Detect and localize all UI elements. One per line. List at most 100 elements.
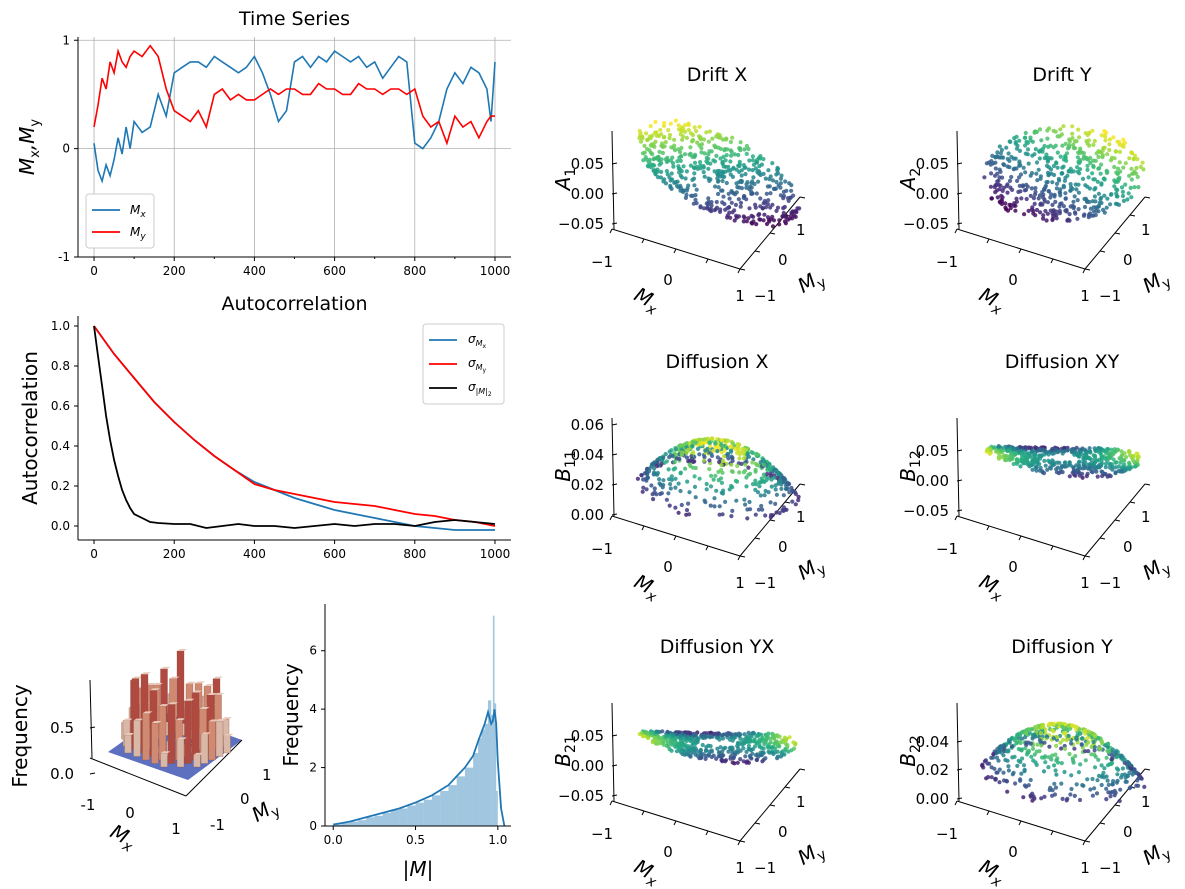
z-axis-label: B21 — [551, 735, 579, 767]
data-point — [1047, 460, 1053, 465]
data-point — [1014, 457, 1020, 462]
data-point — [1029, 460, 1034, 465]
series-line-σ|M|² — [93, 325, 496, 529]
data-point — [709, 149, 714, 154]
data-point — [744, 143, 750, 149]
data-point — [1095, 474, 1100, 479]
data-point — [1071, 760, 1076, 765]
data-point — [1124, 455, 1129, 460]
data-point — [723, 745, 728, 750]
data-point — [996, 456, 1002, 461]
data-point — [1030, 153, 1035, 158]
data-point — [1044, 152, 1049, 157]
data-point — [707, 458, 712, 463]
data-point — [1053, 129, 1058, 134]
data-point — [1119, 185, 1125, 190]
data-point — [1088, 160, 1093, 165]
data-point — [1096, 191, 1101, 196]
hist-bar — [473, 752, 479, 826]
data-point — [781, 210, 786, 216]
x-tick — [609, 800, 613, 806]
data-point — [730, 508, 735, 513]
data-point — [1091, 209, 1096, 214]
data-point — [721, 194, 726, 199]
data-point — [1024, 742, 1029, 748]
data-point — [715, 449, 720, 454]
data-point — [1077, 797, 1083, 803]
data-point — [1121, 198, 1126, 203]
data-point — [1013, 451, 1018, 457]
data-point — [716, 185, 721, 190]
data-point — [1109, 757, 1114, 762]
data-point — [756, 179, 761, 184]
data-point — [732, 218, 737, 223]
data-point — [1021, 763, 1027, 768]
data-point — [1049, 171, 1054, 176]
data-point — [1098, 446, 1103, 451]
data-point — [673, 505, 678, 510]
data-point — [787, 181, 792, 186]
data-point — [730, 190, 735, 195]
data-point — [1058, 154, 1063, 159]
data-point — [680, 137, 685, 142]
data-point — [692, 160, 698, 165]
data-point — [1099, 461, 1104, 466]
hist-bar-top — [132, 676, 142, 679]
x-tick-label: 1 — [735, 859, 745, 877]
data-point — [685, 749, 690, 754]
data-point — [683, 176, 688, 181]
data-point — [770, 178, 776, 183]
z-axis — [89, 679, 93, 759]
data-point — [670, 742, 675, 747]
data-point — [1060, 796, 1065, 802]
data-point — [1058, 740, 1063, 745]
data-point — [762, 493, 767, 498]
data-point — [726, 164, 731, 169]
data-point — [796, 494, 801, 499]
data-point — [718, 207, 723, 212]
data-point — [1052, 792, 1058, 797]
data-point — [732, 208, 737, 213]
data-point — [732, 446, 737, 451]
data-point — [672, 460, 677, 465]
data-point — [668, 121, 673, 126]
data-point — [723, 759, 728, 764]
data-point — [682, 749, 687, 755]
data-point — [736, 197, 741, 202]
data-point — [760, 478, 766, 483]
data-point — [723, 169, 728, 174]
y-axis-label: My — [793, 836, 829, 873]
data-point — [678, 470, 683, 475]
data-point — [652, 486, 657, 491]
y-tick-label: 4 — [309, 702, 317, 716]
data-point — [692, 154, 697, 159]
data-point — [1026, 161, 1031, 166]
data-point — [754, 452, 760, 457]
data-point — [1041, 216, 1046, 221]
data-point — [714, 205, 720, 210]
data-point — [1111, 457, 1116, 462]
hist-bar — [124, 734, 132, 754]
data-point — [734, 190, 739, 195]
data-point — [742, 732, 747, 737]
data-point — [1019, 748, 1024, 753]
data-point — [654, 729, 659, 734]
data-point — [714, 199, 719, 205]
data-point — [1041, 769, 1047, 774]
data-point — [728, 159, 733, 164]
data-point — [772, 741, 777, 746]
z-tick-label: 0.05 — [916, 155, 949, 173]
data-point — [1095, 179, 1100, 184]
data-point — [1026, 748, 1031, 754]
z-tick — [956, 192, 963, 195]
y-tick — [739, 840, 746, 843]
data-point — [1100, 473, 1105, 479]
data-point — [1099, 162, 1104, 167]
data-point — [770, 161, 775, 166]
kde-line — [333, 708, 506, 827]
data-point — [1063, 175, 1068, 180]
z-tick-label: −0.05 — [903, 502, 949, 520]
hist-bar — [494, 703, 497, 826]
data-point — [757, 480, 762, 485]
data-point — [1077, 158, 1083, 163]
